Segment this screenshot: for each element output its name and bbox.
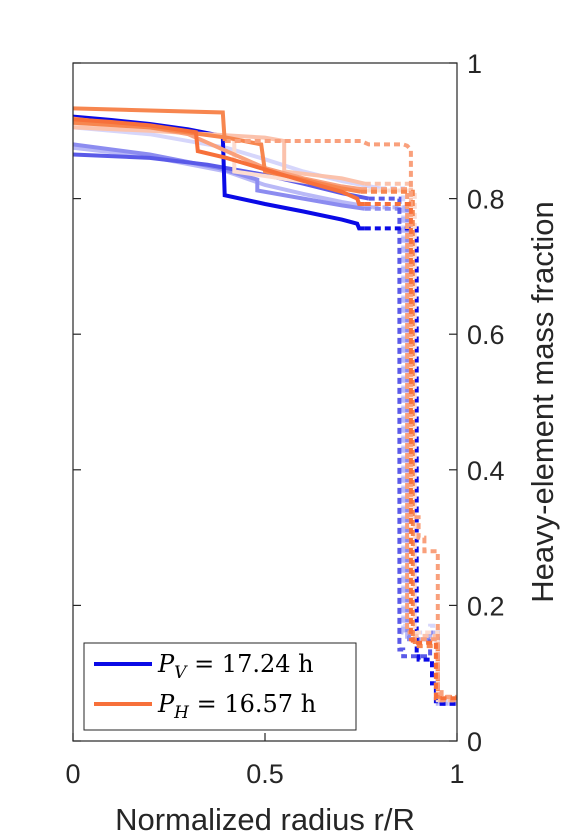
y-tick-label: 0.6 xyxy=(467,320,505,350)
legend: PV = 17.24 h PH = 16.57 h xyxy=(83,642,357,731)
y-tick-label: 0.2 xyxy=(467,591,505,621)
x-tick-label: 0 xyxy=(65,759,80,789)
series-line-15 xyxy=(361,187,457,703)
series-layer xyxy=(72,106,457,706)
series-line-18 xyxy=(224,139,457,699)
legend-label: PV = 17.24 h xyxy=(157,650,314,683)
x-tick-label: 0.5 xyxy=(246,759,284,789)
series-line-9 xyxy=(364,226,457,706)
x-axis-label: Normalized radius r/R xyxy=(115,802,415,837)
y-tick-label: 0.8 xyxy=(467,185,505,215)
y-tick-label: 0 xyxy=(467,727,482,757)
series-line-21 xyxy=(72,106,227,142)
series-line-3 xyxy=(372,205,457,706)
series-line-12 xyxy=(72,125,366,186)
x-tick-label: 1 xyxy=(449,759,464,789)
y-axis-label: Heavy-element mass fraction xyxy=(525,201,560,602)
y-tick-label: 0.4 xyxy=(467,456,505,486)
ticks-layer: 0 0.5 100.20.40.60.81 xyxy=(65,49,504,789)
y-tick-label: 1 xyxy=(467,49,482,79)
legend-label: PH = 16.57 h xyxy=(157,690,316,723)
series-line-20 xyxy=(364,202,457,701)
legend-box xyxy=(83,642,357,731)
series-line-4 xyxy=(72,142,366,211)
series-line-19 xyxy=(72,117,365,206)
